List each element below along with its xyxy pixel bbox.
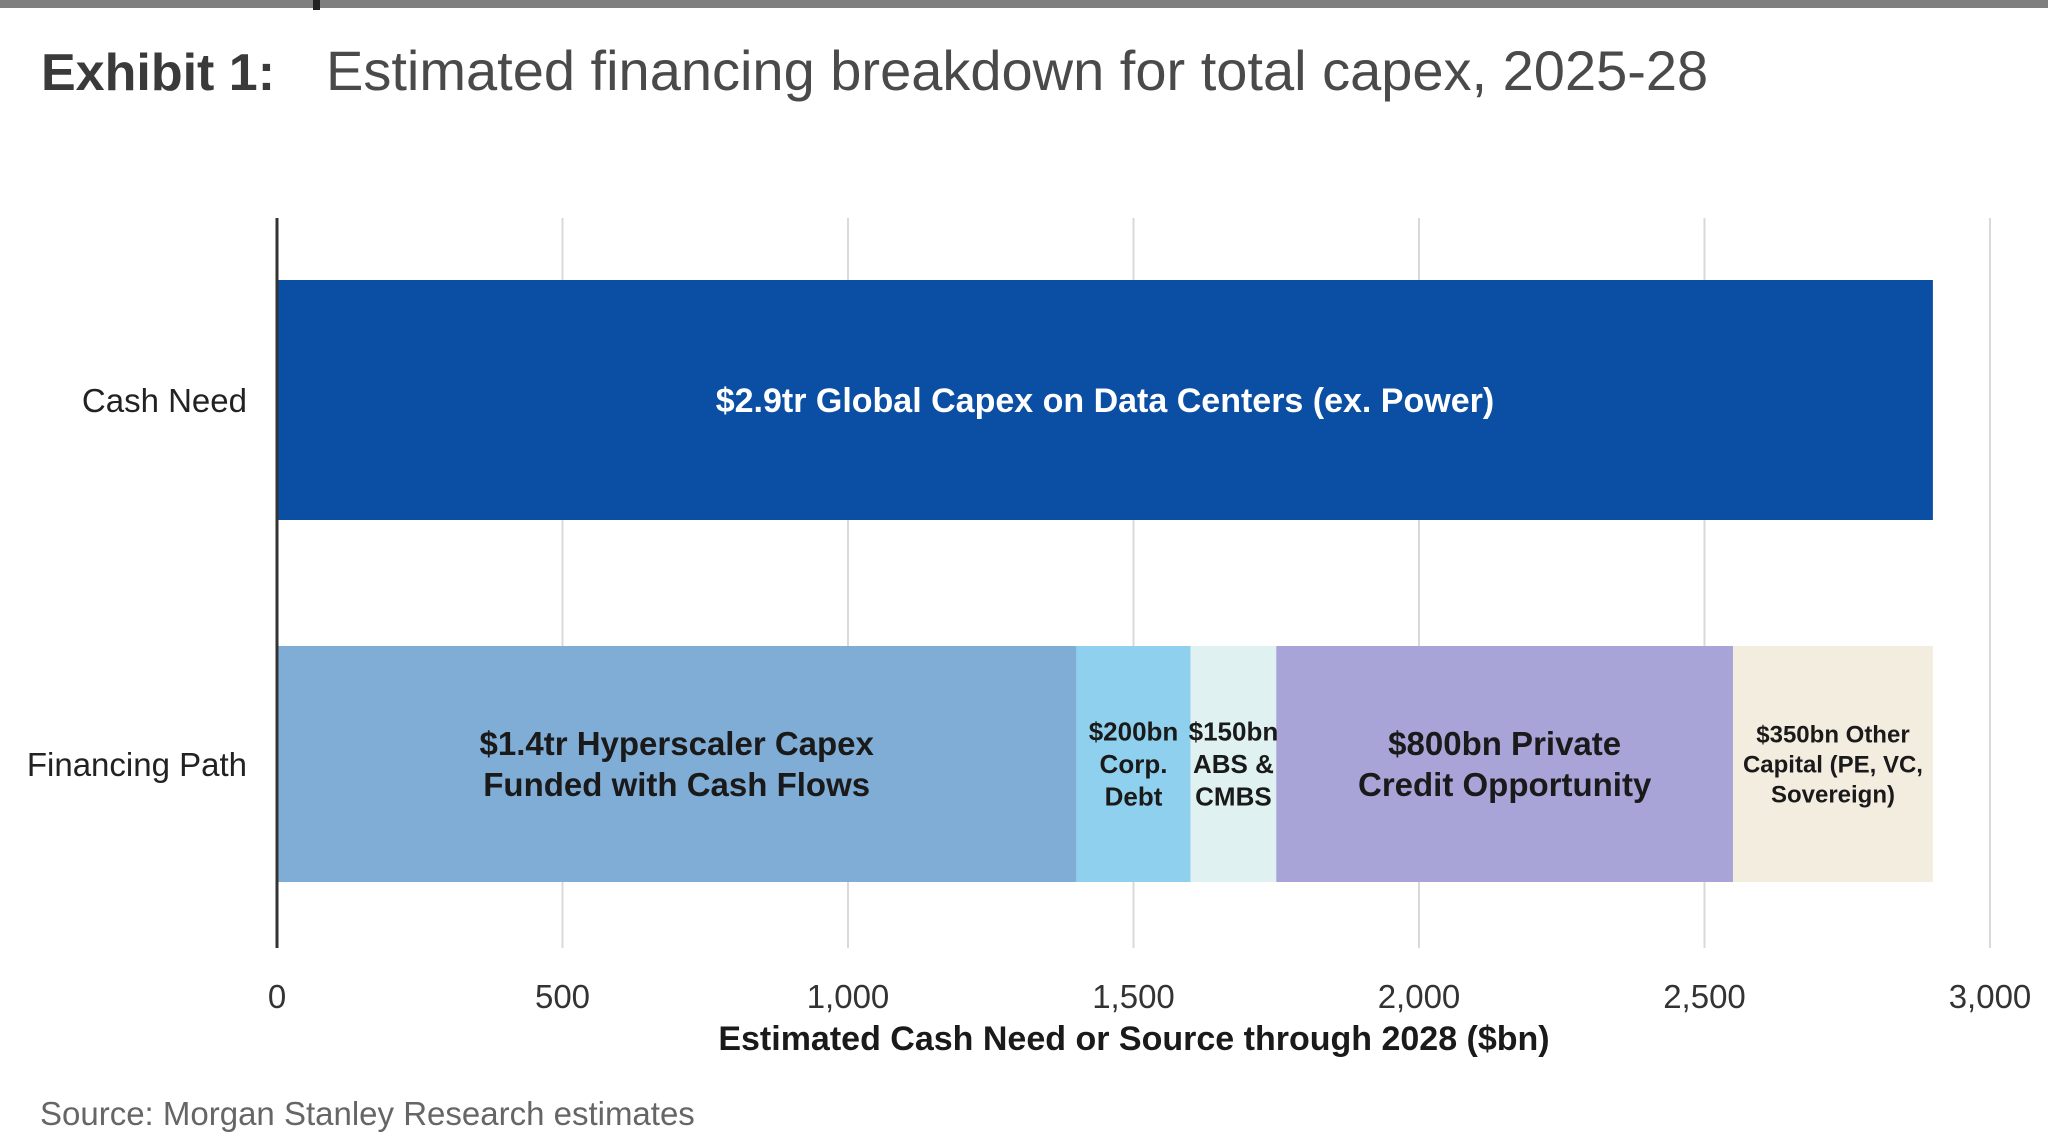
x-tick-label: 2,500 [1663, 978, 1746, 1015]
bar-segment [1190, 646, 1277, 882]
x-tick-label: 500 [535, 978, 590, 1015]
x-tick-label: 1,000 [807, 978, 890, 1015]
bar-segment [1076, 646, 1191, 882]
x-tick-label: 3,000 [1949, 978, 2032, 1015]
y-category-label: Cash Need [82, 382, 247, 419]
financing-breakdown-chart: $2.9tr Global Capex on Data Centers (ex.… [27, 218, 2031, 1058]
source-note: Source: Morgan Stanley Research estimate… [40, 1095, 695, 1132]
y-category-label: Financing Path [27, 746, 247, 783]
segment-label: $2.9tr Global Capex on Data Centers (ex.… [716, 382, 1494, 420]
bar-segment [277, 280, 1933, 520]
bar-segment [1733, 646, 1933, 882]
top-rule [0, 0, 2048, 8]
exhibit-title: Estimated financing breakdown for total … [326, 39, 1709, 102]
bar-segments [277, 280, 1933, 882]
segment-label: $150bn ABS & CMBS [1189, 717, 1279, 812]
segment-label: $800bn Private Credit Opportunity [1358, 725, 1652, 803]
x-tick-label: 2,000 [1378, 978, 1461, 1015]
segment-label: $350bn Other Capital (PE, VC, Sovereign) [1743, 721, 1923, 808]
exhibit-label: Exhibit 1: [41, 44, 276, 102]
segment-labels: $2.9tr Global Capex on Data Centers (ex.… [479, 382, 1923, 812]
x-axis-title: Estimated Cash Need or Source through 20… [718, 1020, 1549, 1058]
bar-segment [1276, 646, 1734, 882]
exhibit-header: Exhibit 1: Estimated financing breakdown… [41, 38, 1708, 108]
x-tick-label: 1,500 [1092, 978, 1175, 1015]
top-rule-tick [313, 0, 320, 10]
axes: 0 500 1,000 1,500 2,000 2,500 3,000 Cash Need Fi… [27, 218, 2031, 1015]
x-tick-label: 0 [268, 978, 286, 1015]
segment-label: $1.4tr Hyperscaler Capex Funded with Cash… [479, 725, 874, 803]
bar-segment [277, 646, 1077, 882]
segment-label: $200bn Corp. Debt [1089, 717, 1179, 812]
